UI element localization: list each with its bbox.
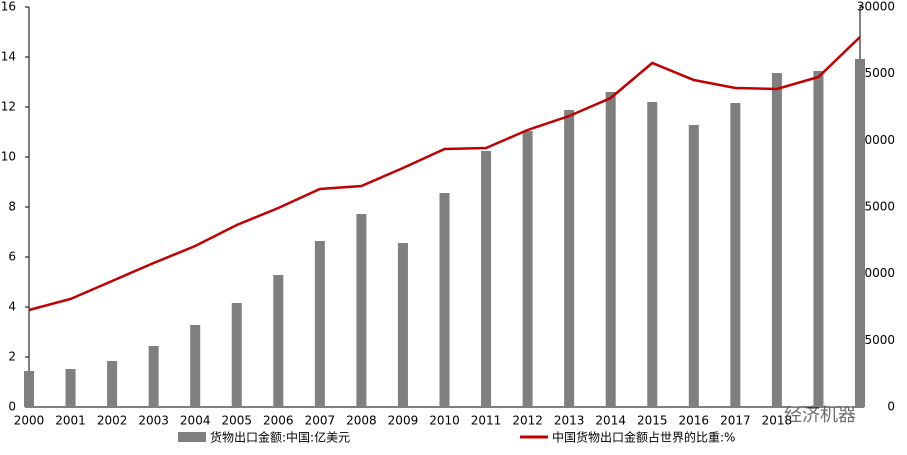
y-tick-label: 6: [8, 250, 16, 264]
y-tick-label: 14: [1, 50, 16, 64]
bar: [397, 243, 408, 407]
bar: [688, 125, 699, 407]
x-tick-label: 2008: [346, 414, 377, 428]
bar: [356, 214, 367, 407]
y-tick-label: 0: [8, 400, 16, 414]
x-tick-label: 2010: [429, 414, 460, 428]
y-tick-label: 16: [1, 0, 16, 14]
bar: [647, 102, 658, 407]
bar: [24, 371, 34, 407]
bar: [771, 73, 782, 407]
line: [28, 36, 861, 312]
bar: [273, 275, 284, 407]
watermark: 经济机器: [784, 405, 856, 426]
y-tick-label: 4: [8, 300, 16, 314]
x-tick-label: 2017: [720, 414, 751, 428]
bar: [522, 131, 533, 407]
x-tick-label: 2001: [55, 414, 86, 428]
x-tick-label: 2018: [762, 414, 793, 428]
x-tick-label: 2016: [679, 414, 710, 428]
legend-swatch: [178, 432, 206, 442]
y-tick-label: 2: [8, 350, 16, 364]
bar: [481, 151, 492, 407]
bar: [855, 59, 865, 407]
x-tick-label: 2005: [221, 414, 252, 428]
x-tick-label: 2013: [554, 414, 585, 428]
x-tick-label: 2006: [263, 414, 294, 428]
y2-tick-label: 5000: [864, 333, 895, 347]
x-tick-label: 2000: [14, 414, 45, 428]
bar: [190, 325, 201, 407]
legend-label: 中国货物出口金额占世界的比重:%: [552, 430, 735, 445]
y2-tick-label: 0: [887, 400, 895, 414]
bar: [564, 110, 575, 407]
legend-label: 货物出口金额:中国:亿美元: [210, 430, 350, 445]
x-tick-label: 2003: [138, 414, 169, 428]
bar: [605, 92, 616, 407]
bar: [813, 71, 824, 407]
x-tick-label: 2007: [305, 414, 336, 428]
y-tick-label: 8: [8, 200, 16, 214]
x-tick-label: 2014: [595, 414, 626, 428]
y2-tick-label: 25000: [857, 66, 895, 80]
bar: [107, 361, 118, 407]
y-tick-label: 10: [1, 150, 16, 164]
y2-tick-label: 15000: [857, 200, 895, 214]
x-tick-label: 2004: [180, 414, 211, 428]
x-tick-label: 2015: [637, 414, 668, 428]
x-tick-label: 2009: [388, 414, 419, 428]
bar: [314, 241, 325, 407]
bar: [65, 369, 76, 407]
bar: [231, 303, 242, 407]
bar: [148, 346, 159, 407]
y-tick-label: 12: [1, 100, 16, 114]
x-tick-label: 2012: [512, 414, 543, 428]
bar: [730, 103, 741, 407]
x-tick-label: 2002: [97, 414, 128, 428]
x-tick-label: 2011: [471, 414, 502, 428]
bar: [439, 193, 450, 407]
y2-tick-label: 30000: [857, 0, 895, 14]
y2-tick-label: 10000: [857, 266, 895, 280]
y2-tick-label: 20000: [857, 133, 895, 147]
